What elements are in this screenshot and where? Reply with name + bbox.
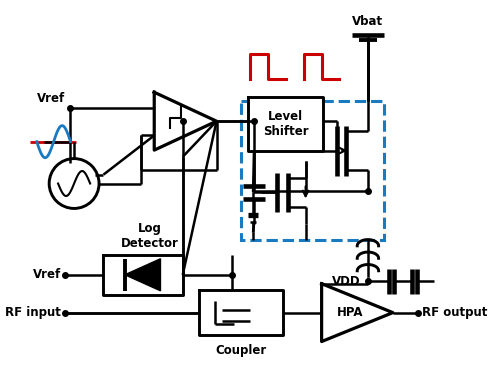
- Polygon shape: [125, 259, 160, 291]
- Text: RF output: RF output: [422, 306, 488, 319]
- Text: Vref: Vref: [32, 268, 61, 281]
- Polygon shape: [103, 255, 183, 295]
- Polygon shape: [154, 92, 216, 150]
- Text: Level
Shifter: Level Shifter: [263, 110, 308, 138]
- Polygon shape: [248, 97, 323, 151]
- Text: Coupler: Coupler: [215, 344, 267, 357]
- Polygon shape: [199, 290, 283, 335]
- Text: HPA: HPA: [337, 306, 364, 319]
- Text: Log
Detector: Log Detector: [121, 222, 179, 250]
- Text: VDD: VDD: [332, 275, 361, 288]
- Bar: [242, 101, 384, 240]
- Text: Vref: Vref: [37, 92, 65, 105]
- Text: Vbat: Vbat: [352, 15, 383, 28]
- Text: RF input: RF input: [5, 306, 61, 319]
- Polygon shape: [322, 284, 393, 342]
